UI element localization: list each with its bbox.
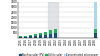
- Bar: [54, 29, 57, 33]
- Bar: [49, 34, 52, 38]
- Bar: [94, 1, 97, 29]
- Bar: [29, 36, 32, 38]
- Bar: [44, 32, 47, 35]
- Bar: [54, 29, 57, 33]
- Bar: [19, 37, 22, 38]
- Bar: [29, 35, 32, 36]
- Bar: [48, 2, 58, 38]
- Bar: [49, 34, 52, 38]
- Bar: [44, 35, 47, 38]
- Bar: [34, 34, 37, 36]
- Bar: [94, 29, 97, 33]
- Bar: [24, 36, 27, 37]
- Bar: [39, 33, 42, 35]
- Bar: [94, 33, 97, 38]
- Bar: [24, 37, 27, 38]
- Bar: [19, 36, 22, 37]
- Bar: [34, 36, 37, 38]
- Legend: Rooftop solar (PV), Utility solar, Concentrated solar power: Rooftop solar (PV), Utility solar, Conce…: [19, 53, 98, 56]
- Bar: [49, 30, 52, 34]
- Bar: [54, 33, 57, 38]
- Bar: [39, 35, 42, 38]
- Bar: [49, 30, 52, 34]
- Bar: [54, 33, 57, 38]
